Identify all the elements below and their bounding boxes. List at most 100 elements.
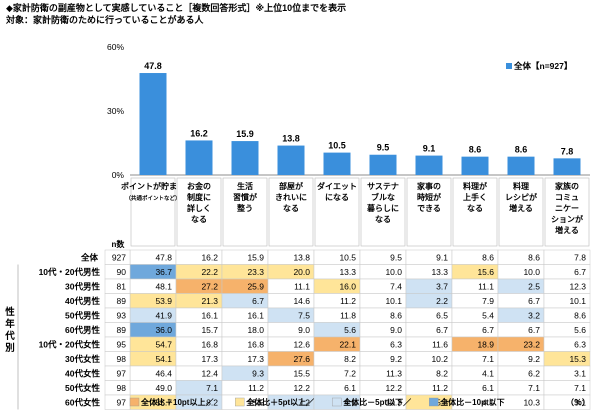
table-cell xyxy=(543,394,591,410)
bar-value-label: 9.5 xyxy=(377,143,390,153)
table-value: 5.6 xyxy=(344,325,356,335)
table-value: 12.2 xyxy=(293,383,310,393)
table-value: 10.1 xyxy=(569,296,586,306)
category-box xyxy=(268,177,314,247)
category-label: 上手く xyxy=(463,192,487,202)
table-value: 6.1 xyxy=(482,383,494,393)
unit-label: （％） xyxy=(566,397,590,407)
category-label: きれいに xyxy=(275,193,307,202)
bar xyxy=(507,156,535,175)
category-label: なる xyxy=(375,215,391,224)
table-value: 3.1 xyxy=(574,369,586,379)
table-value: 18.0 xyxy=(247,325,264,335)
bar xyxy=(461,156,489,175)
table-value: 12.2 xyxy=(385,383,402,393)
table-value: 49.0 xyxy=(155,383,172,393)
bar-value-label: 15.9 xyxy=(236,129,254,139)
row-label: 10代・20代男性 xyxy=(39,267,101,277)
table-value: 9.3 xyxy=(252,369,264,379)
side-label-char: 別 xyxy=(4,342,15,354)
n-value: 81 xyxy=(117,282,127,292)
category-label: ションが xyxy=(551,214,584,224)
table-value: 4.1 xyxy=(482,398,494,408)
bar-value-label: 13.8 xyxy=(282,134,300,144)
table-value: 53.9 xyxy=(155,296,172,306)
table-value: 11.6 xyxy=(432,340,448,350)
table-value: 11.2 xyxy=(340,296,356,306)
table-value: 10.3 xyxy=(385,398,402,408)
table-value: 16.8 xyxy=(247,340,264,350)
table-value: 2.2 xyxy=(436,296,448,306)
table-value: 5.4 xyxy=(482,311,494,321)
bar xyxy=(415,155,443,175)
category-label: 料理が xyxy=(463,181,488,191)
category-label: 家事の xyxy=(417,181,441,191)
table-value: 18.9 xyxy=(477,340,494,350)
legend-label: 全体【n=927】 xyxy=(513,61,572,71)
table-value: 6.7 xyxy=(252,296,264,306)
table-value: 12.4 xyxy=(201,369,218,379)
bar-value-label: 47.8 xyxy=(144,61,162,71)
chart-subtitle: 対象：家計防衛のために行っていることがある人 xyxy=(6,15,204,25)
table-value: 41.9 xyxy=(155,311,172,321)
table-value: 10.3 xyxy=(523,398,540,408)
category-box xyxy=(222,177,268,247)
table-value: 7.1 xyxy=(574,383,586,393)
category-label: （共通ポイントなど） xyxy=(125,194,180,202)
table-value: 11.8 xyxy=(340,311,356,321)
table-value: 16.0 xyxy=(339,282,356,292)
table-value: 10.0 xyxy=(523,267,540,277)
row-label: 50代男性 xyxy=(65,311,100,321)
category-label: 増える xyxy=(555,225,579,235)
table-value: 8.2 xyxy=(344,354,356,364)
table-value: 16.2 xyxy=(201,253,218,263)
side-label-char: 年 xyxy=(5,318,15,330)
table-value: 9.1 xyxy=(436,253,448,263)
row-label: 30代女性 xyxy=(65,354,100,364)
table-value: 4.1 xyxy=(482,369,494,379)
bottom-legend-label: 全体比＋5pt以上／ xyxy=(245,397,314,407)
table-value: 16.1 xyxy=(201,311,218,321)
row-label: 30代男性 xyxy=(65,282,100,292)
bar-value-label: 7.8 xyxy=(561,146,574,156)
table-value: 3.2 xyxy=(528,311,540,321)
bottom-legend-swatch xyxy=(429,397,439,407)
y-tick-label: 0% xyxy=(112,170,125,180)
n-header: n数 xyxy=(112,239,126,249)
bar-value-label: 16.2 xyxy=(190,128,208,138)
table-value: 17.3 xyxy=(201,354,218,364)
table-value: 15.6 xyxy=(477,267,494,277)
table-value: 8.6 xyxy=(574,311,586,321)
table-value: 6.7 xyxy=(528,325,540,335)
table-value: 22.1 xyxy=(339,340,356,350)
category-label: ブルな xyxy=(371,192,395,202)
table-value: 5.6 xyxy=(574,325,586,335)
row-label: 40代女性 xyxy=(65,369,100,379)
n-value: 97 xyxy=(117,398,127,408)
table-value: 27.6 xyxy=(293,354,310,364)
category-label: なる xyxy=(467,204,483,213)
table-value: 8.6 xyxy=(482,253,494,263)
table-value: 6.5 xyxy=(436,311,448,321)
table-value: 7.5 xyxy=(298,311,310,321)
table-value: 10.2 xyxy=(431,354,448,364)
table-value: 10.5 xyxy=(339,253,356,263)
table-value: 7.9 xyxy=(482,296,494,306)
bottom-legend-label: 全体比－5pt以下／ xyxy=(342,397,411,407)
table-value: 13.3 xyxy=(431,267,448,277)
table-value: 54.7 xyxy=(155,340,172,350)
table-value: 8.2 xyxy=(206,398,218,408)
table-value: 23.3 xyxy=(247,267,264,277)
table-value: 4.1 xyxy=(344,398,356,408)
table-value: 36.7 xyxy=(155,267,172,277)
category-box xyxy=(176,177,222,247)
category-label: 暮らしに xyxy=(366,203,399,213)
side-label-char: 性 xyxy=(5,306,15,318)
category-label: レシピが xyxy=(505,192,538,202)
table-value: 10.0 xyxy=(385,267,402,277)
table-value: 7.2 xyxy=(344,369,356,379)
bar-value-label: 8.6 xyxy=(515,145,528,155)
category-box xyxy=(498,177,544,247)
table-value: 3.1 xyxy=(574,398,586,408)
table-value: 22.2 xyxy=(201,267,218,277)
